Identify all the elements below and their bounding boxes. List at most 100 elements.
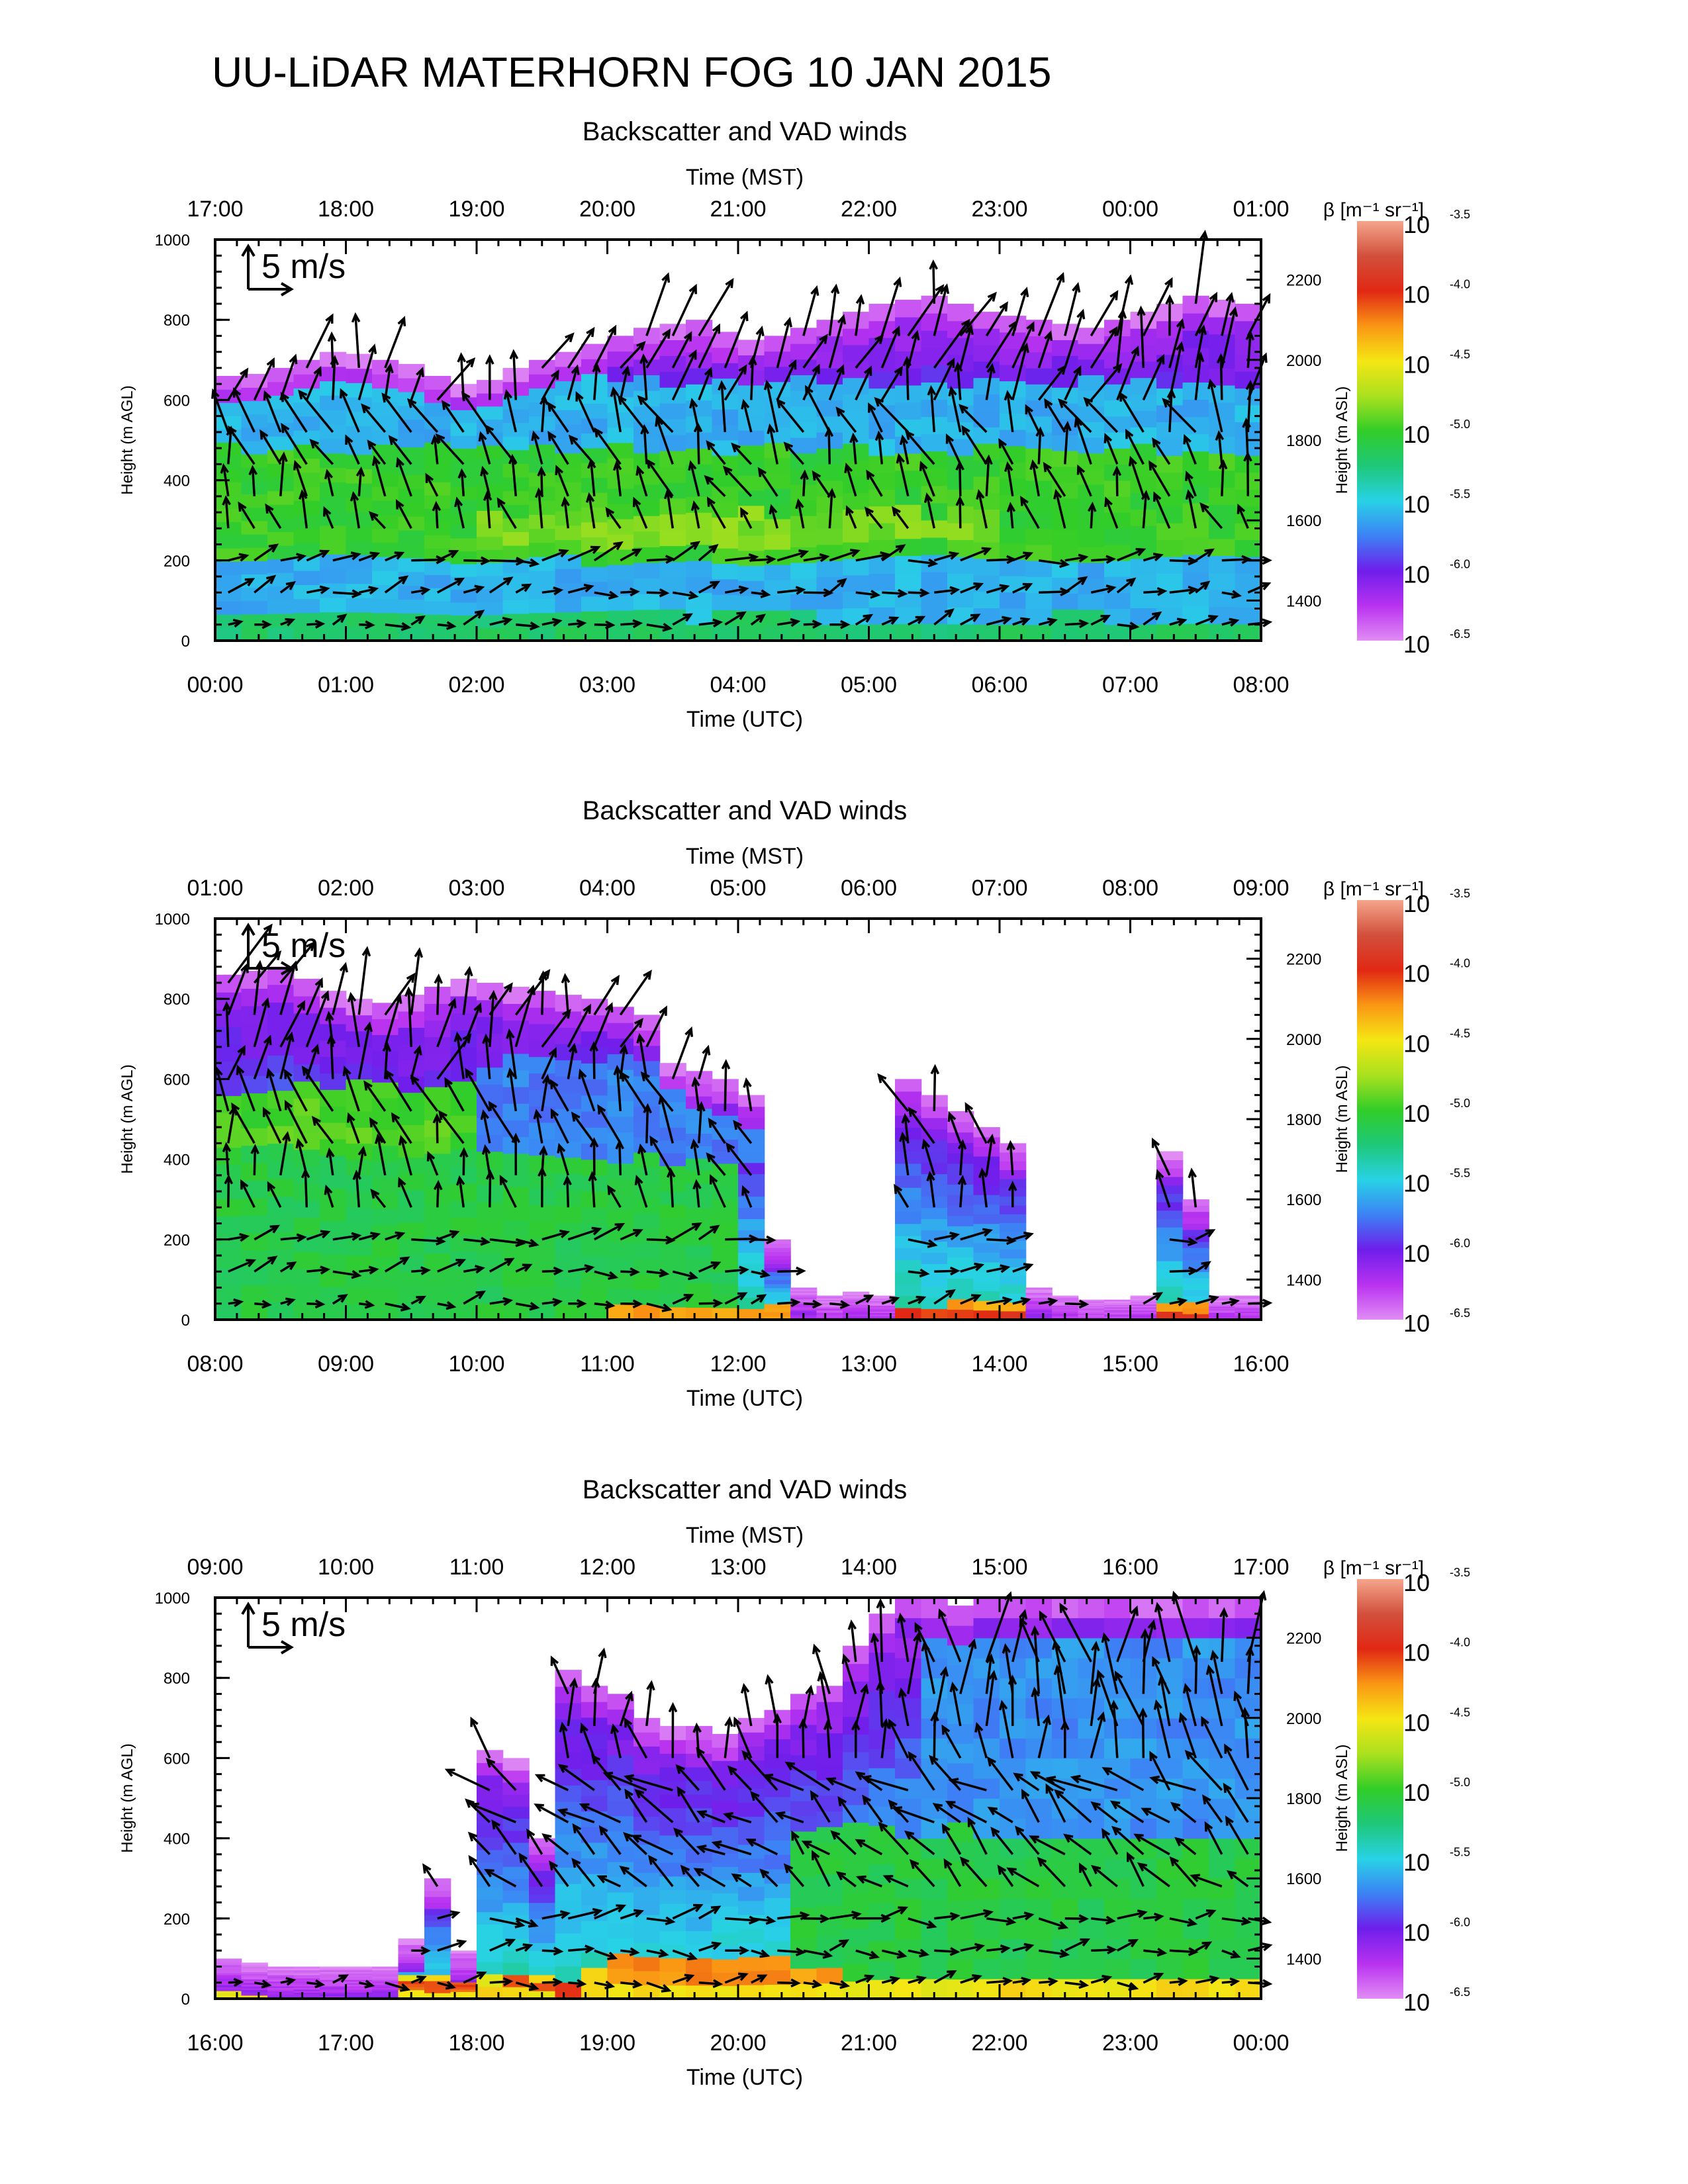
wind-arrow [1039, 1977, 1058, 1987]
wind-arrow [907, 1631, 922, 1694]
heatmap-cell [843, 1295, 870, 1298]
colorbar-tick-exponent: -4.0 [1450, 278, 1470, 291]
heatmap-cell [477, 1986, 504, 1999]
wind-arrow [619, 1017, 643, 1048]
heatmap-cell [1235, 1305, 1262, 1307]
heatmap-cell [973, 1175, 1000, 1186]
heatmap-cell [659, 1903, 686, 1918]
wind-arrow [1057, 398, 1092, 433]
heatmap-cell [607, 1861, 634, 1878]
wind-arrow [488, 1101, 517, 1144]
wind-arrow [933, 608, 955, 626]
heatmap-cell [424, 535, 451, 549]
heatmap-cell [581, 1239, 608, 1256]
heatmap-cell [790, 422, 818, 438]
wind-arrow [904, 430, 935, 465]
colorbar: β [m⁻¹ sr⁻¹]10 -3.510 -4.010 -4.510 -5.010 -5… [1323, 878, 1470, 1337]
heatmap-cell [712, 1946, 739, 1960]
heatmap-cell [1235, 1295, 1262, 1298]
heatmap-cell [1209, 1298, 1236, 1300]
heatmap-cell [529, 458, 556, 473]
wind-arrow [1062, 420, 1072, 465]
heatmap-cell [764, 1295, 791, 1300]
heatmap-cell [816, 1967, 843, 1984]
heatmap-cell [1052, 1295, 1079, 1298]
heatmap-cell [320, 1205, 347, 1222]
heatmap-cell [764, 564, 791, 580]
heatmap-cell [1025, 1314, 1053, 1317]
heatmap-cell [450, 1234, 477, 1252]
heatmap-cell [895, 402, 922, 420]
heatmap-cell [215, 1978, 242, 1981]
heatmap-cell [372, 1985, 399, 1988]
heatmap-cell [843, 1893, 870, 1911]
wind-arrow [805, 385, 831, 433]
wind-arrow [1221, 1297, 1240, 1307]
wind-arrow [568, 1944, 595, 1954]
heatmap-cell [790, 1311, 818, 1314]
wind-arrow [741, 1750, 778, 1792]
heatmap-cell [1130, 476, 1157, 494]
heatmap-cell [293, 1251, 320, 1269]
heatmap-cell [738, 1746, 765, 1761]
left-axis-label: Height (m AGL) [118, 1064, 136, 1173]
heatmap-cell [868, 388, 896, 406]
heatmap-cell [790, 1709, 818, 1725]
heatmap-cell [1000, 1240, 1027, 1250]
heatmap-cell [712, 502, 739, 518]
top-axis-label: Time (MST) [686, 165, 804, 190]
wind-arrow [763, 1774, 804, 1792]
heatmap-cell [764, 412, 791, 428]
wind-arrow [933, 551, 960, 562]
y-tick-label: 200 [164, 1232, 190, 1250]
wind-arrow [1169, 586, 1199, 595]
heatmap-cell [1025, 560, 1053, 577]
wind-arrow [828, 283, 840, 336]
heatmap-cell [790, 1295, 818, 1298]
heatmap-cell [502, 477, 530, 492]
heatmap-cell [1156, 1210, 1184, 1220]
heatmap-cell [895, 606, 922, 625]
heatmap-cell [1078, 1316, 1105, 1318]
wind-arrow [384, 972, 416, 1016]
wind-arrow [898, 1687, 910, 1727]
heatmap-cell [1209, 538, 1236, 557]
wind-arrow [866, 469, 883, 497]
heatmap-cell [633, 625, 661, 641]
heatmap-cell [555, 539, 582, 555]
wind-arrow [345, 434, 360, 465]
heatmap-cell [1235, 1314, 1262, 1317]
wind-arrow [254, 574, 277, 594]
wind-arrow [938, 1608, 962, 1662]
wind-arrow [538, 970, 547, 1015]
wind-arrow [1149, 1751, 1171, 1791]
heatmap-cell [973, 410, 1000, 428]
heatmap-cell [581, 507, 608, 523]
heatmap-cell [712, 1139, 739, 1152]
heatmap-cell [320, 482, 347, 497]
heatmap-cell [973, 1291, 1000, 1301]
wind-arrow [855, 294, 865, 336]
x-axis-ticks [214, 919, 1262, 1320]
heatmap-cell [1182, 1307, 1209, 1314]
heatmap-cell [607, 1937, 634, 1954]
heatmap-cell [790, 594, 818, 610]
heatmap-cell [241, 1973, 268, 1976]
wind-arrow [391, 1112, 412, 1144]
heatmap-cell [346, 1976, 373, 1979]
heatmap-cell [346, 426, 373, 441]
wind-arrow [228, 553, 250, 562]
x-tick-label-utc: 20:00 [710, 2030, 766, 2056]
heatmap-cell [790, 1306, 818, 1309]
wind-arrow [1064, 619, 1090, 629]
heatmap-cell [607, 1800, 634, 1817]
heatmap-cell [293, 556, 320, 571]
y-tick-label: 0 [181, 1312, 190, 1330]
heatmap-cell [1130, 1304, 1157, 1306]
heatmap-cell [659, 1958, 686, 1972]
heatmap-cell [1182, 554, 1209, 572]
heatmap-cell [293, 1978, 320, 1980]
heatmap-cell [764, 610, 791, 626]
heatmap-cell [581, 596, 608, 612]
